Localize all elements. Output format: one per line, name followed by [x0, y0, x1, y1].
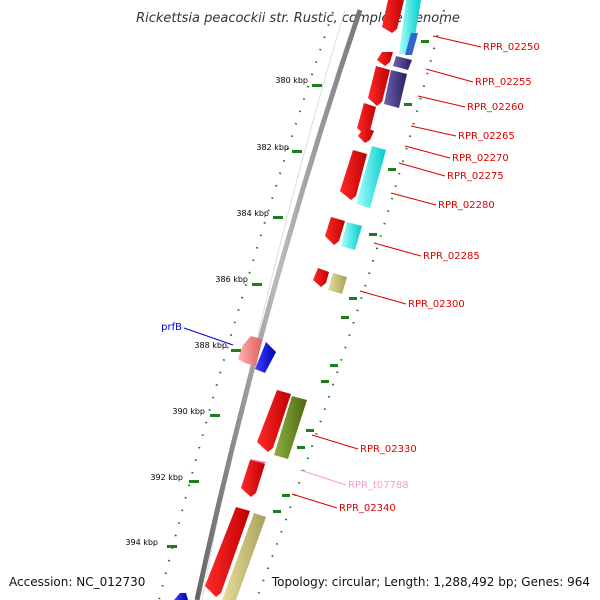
accession-label: Accession: NC_012730: [9, 575, 145, 589]
cds-arrow: [325, 217, 345, 245]
tick-mark: [421, 40, 429, 43]
leader-line: [404, 145, 451, 159]
outer-ticks: [273, 40, 429, 513]
gene-label: RPR_02255: [475, 77, 532, 88]
feature-block: [341, 222, 362, 250]
gene-label: RPR_t07788: [348, 480, 409, 491]
tick-mark: [341, 316, 349, 319]
tick-mark: [292, 150, 302, 153]
tick-label: 390 kbp: [172, 407, 205, 416]
inner-ticks: [167, 84, 322, 548]
feature-block: [393, 56, 412, 70]
leader-lines: [183, 35, 482, 509]
gene-label: RPR_02340: [339, 503, 396, 514]
cds-arrow: [241, 460, 265, 497]
tick-mark: [167, 545, 177, 548]
tick-label: 386 kbp: [215, 275, 248, 284]
tick-label: 392 kbp: [150, 473, 183, 482]
gene-label: RPR_02270: [452, 153, 509, 164]
leader-line: [432, 35, 482, 48]
tick-labels: 380 kbp 382 kbp 384 kbp 386 kbp 388 kbp …: [125, 76, 308, 547]
tick-mark: [312, 84, 322, 87]
gene-label: RPR_02260: [467, 102, 524, 113]
leader-line: [311, 434, 359, 450]
tick-mark: [189, 480, 199, 483]
feature-block: [384, 70, 407, 108]
gene-label: RPR_02265: [458, 131, 515, 142]
feature-block: [274, 396, 307, 459]
tick-mark: [330, 364, 338, 367]
prfB-feature: [238, 336, 262, 366]
tick-label: 382 kbp: [256, 143, 289, 152]
tick-mark: [388, 168, 396, 171]
cds-arrow: [382, 0, 404, 33]
leader-line: [417, 95, 466, 108]
leader-line: [398, 162, 446, 177]
feature-block: [399, 0, 421, 54]
leader-line: [373, 242, 422, 257]
cds-arrow: [313, 268, 329, 287]
tick-label: 394 kbp: [125, 538, 158, 547]
feature-block: [222, 513, 266, 600]
backbone: [194, 9, 363, 600]
cds-arrow: [368, 66, 390, 106]
tick-mark: [273, 510, 281, 513]
tick-label: 388 kbp: [194, 341, 227, 350]
tick-mark: [369, 233, 377, 236]
gene-labels: RPR_02250 RPR_02255 RPR_02260 RPR_02265 …: [161, 42, 540, 514]
leader-line: [410, 125, 457, 137]
leader-line: [183, 327, 234, 346]
gene-label: RPR_02250: [483, 42, 540, 53]
gene-label: RPR_02300: [408, 299, 465, 310]
gene-label: RPR_02285: [423, 251, 480, 262]
tick-mark: [282, 494, 290, 497]
feature-block: [328, 273, 347, 294]
tick-mark: [349, 297, 357, 300]
leader-line: [390, 192, 437, 206]
cds-arrow: [257, 390, 291, 452]
cds-arrow: [358, 127, 374, 143]
feature-block: [174, 593, 188, 600]
leader-line: [425, 68, 474, 83]
leader-line: [291, 493, 338, 509]
gene-label: RPR_02275: [447, 171, 504, 182]
gene-label: RPR_02280: [438, 200, 495, 211]
genome-summary: Topology: circular; Length: 1,288,492 bp…: [271, 575, 590, 589]
cds-arrow: [340, 150, 367, 200]
tick-label: 384 kbp: [236, 209, 269, 218]
features-outer: [174, 0, 421, 600]
prfB-cds: [255, 342, 276, 373]
tick-mark: [252, 283, 262, 286]
features-red-cds: [205, 0, 404, 597]
tick-mark: [231, 349, 241, 352]
tick-mark: [210, 414, 220, 417]
tick-mark: [404, 103, 412, 106]
cds-arrow: [377, 52, 393, 66]
cds-arrow: [357, 103, 376, 135]
feature-block: [356, 146, 386, 208]
map-title: Rickettsia peacockii str. Rustic, comple…: [136, 11, 460, 26]
tick-mark: [306, 429, 314, 432]
leader-line: [359, 290, 407, 305]
leader-line: [299, 469, 347, 486]
tick-mark: [297, 446, 305, 449]
tick-mark: [273, 216, 283, 219]
feature-block: [405, 33, 418, 55]
gene-label: prfB: [161, 322, 182, 333]
tick-label: 380 kbp: [275, 76, 308, 85]
cds-arrow: [205, 507, 250, 597]
tick-mark: [321, 380, 329, 383]
gene-label: RPR_02330: [360, 444, 417, 455]
